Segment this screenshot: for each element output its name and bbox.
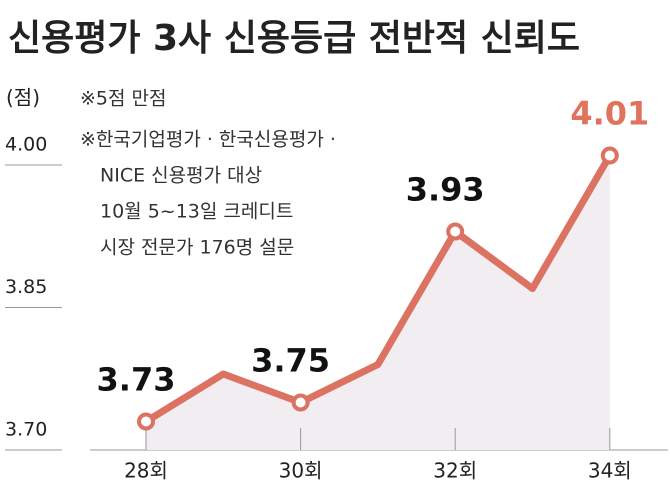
point — [291, 393, 310, 412]
x-tick-label: 32회 — [433, 459, 477, 483]
x-tick-label: 34회 — [588, 459, 632, 483]
y-unit: (점) — [6, 86, 40, 110]
y-tick-label: 3.70 — [5, 419, 47, 441]
data-label: 3.73 — [97, 361, 176, 399]
point — [137, 412, 155, 431]
y-tick-label: 4.00 — [5, 134, 47, 156]
data-label: 3.93 — [406, 171, 485, 209]
note: 10월 5~13일 크레디트 — [100, 201, 293, 223]
plot: 3.70 3.85 4.00 28회 30회 32회 34회 3.73 3.75 3.93 4.01 — [5, 95, 668, 483]
x-tick-label: 28회 — [124, 459, 168, 483]
note: ※5점 만점 — [80, 88, 167, 110]
area — [146, 155, 610, 450]
point — [446, 222, 465, 241]
y-tick-label: 3.85 — [5, 276, 47, 298]
data-label: 3.75 — [251, 342, 330, 380]
chart-title: 신용평가 3사 신용등급 전반적 신뢰도 — [8, 18, 580, 59]
line — [144, 153, 613, 425]
data-label: 4.01 — [570, 95, 649, 133]
note: ※한국기업평가 · 한국신용평가 · — [80, 129, 336, 151]
note: 시장 전문가 176명 설문 — [100, 237, 294, 259]
x-tick-label: 30회 — [279, 459, 323, 483]
point — [600, 146, 619, 165]
note: NICE 신용평가 대상 — [100, 165, 262, 187]
